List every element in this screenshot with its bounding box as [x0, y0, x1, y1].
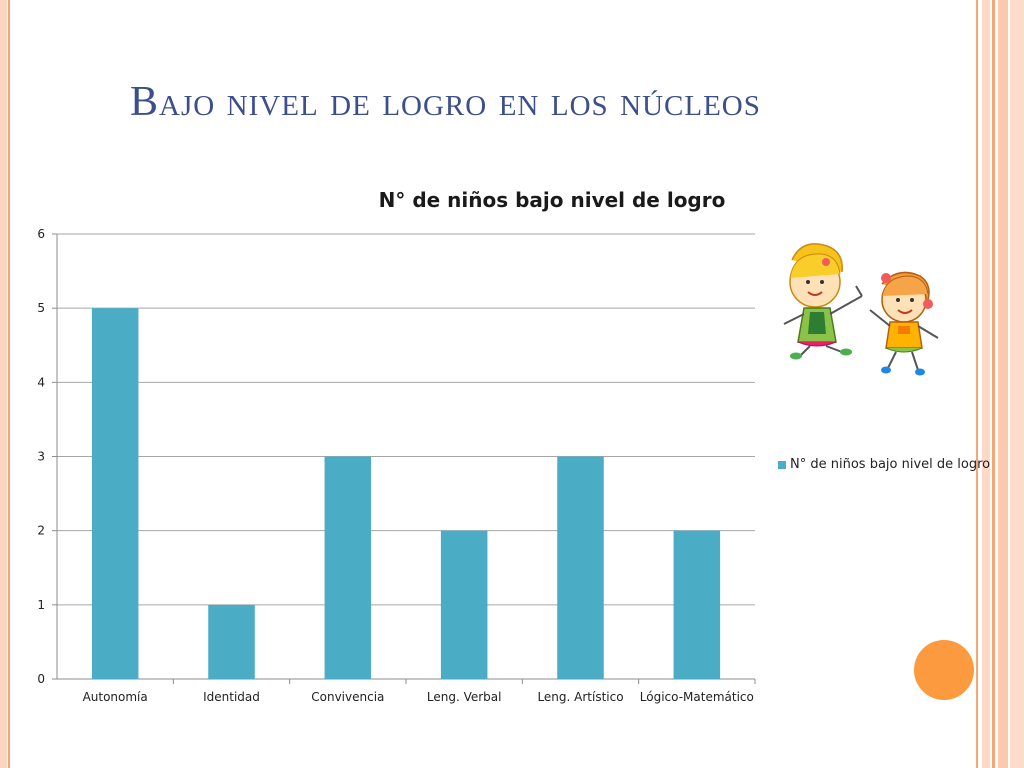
legend-swatch [778, 460, 786, 469]
y-tick-label: 3 [37, 450, 45, 464]
legend-label: N° de niños bajo nivel de logro [790, 457, 991, 472]
x-tick-label: Convivencia [311, 690, 384, 704]
y-tick-label: 6 [37, 227, 45, 241]
bar [673, 530, 721, 679]
girl-left-figure [783, 243, 863, 360]
bar [324, 456, 372, 679]
y-tick-label: 5 [37, 301, 45, 315]
bar [440, 530, 488, 679]
chart-title: N° de niños bajo nivel de logro [378, 188, 726, 212]
left-frame-decoration [0, 0, 14, 768]
right-frame-decoration [976, 0, 1024, 768]
children-illustration [783, 243, 939, 376]
y-tick-label: 4 [37, 375, 45, 389]
bar [208, 604, 255, 679]
x-tick-label: Identidad [203, 690, 260, 704]
girl-right-figure [869, 271, 939, 376]
x-tick-label: Leng. Verbal [427, 690, 502, 704]
bar [557, 456, 604, 679]
chart-legend: N° de niños bajo nivel de logro [778, 457, 990, 472]
x-tick-label: Leng. Artístico [537, 690, 623, 704]
y-tick-label: 2 [37, 524, 45, 538]
bar [91, 308, 139, 679]
slide-title: Bajo nivel de logro en los núcleos [130, 79, 761, 125]
orange-circle-decoration [914, 640, 974, 700]
y-tick-label: 1 [37, 598, 45, 612]
x-tick-label: Lógico-Matemático [640, 690, 754, 704]
x-tick-label: Autonomía [83, 690, 148, 704]
y-tick-label: 0 [37, 672, 45, 686]
